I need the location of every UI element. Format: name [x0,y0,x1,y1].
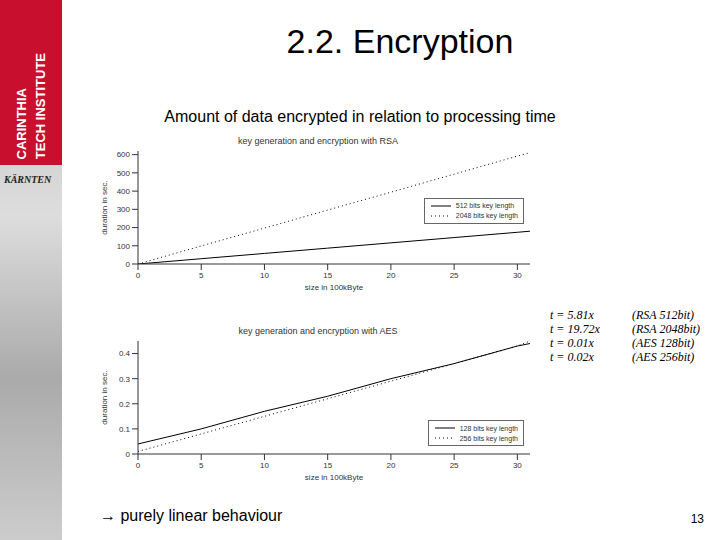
svg-text:600: 600 [117,150,131,159]
html-text:512 bits key length: 512 bits key length [455,202,515,209]
html-text:t = 5.81x: t = 5.81x [550,308,594,322]
svg-text:20: 20 [386,271,395,280]
svg-text:25: 25 [450,461,459,470]
html-text:(RSA 2048bit): (RSA 2048bit) [632,322,701,336]
svg-text:200: 200 [117,223,131,232]
html-text:t = 19.72x: t = 19.72x [550,322,600,336]
svg-text:duration in sec.: duration in sec. [100,180,109,234]
svg-text:size in 100kByte: size in 100kByte [305,473,364,482]
html-text:CARINTHIA: CARINTHIA [14,87,29,159]
svg-text:0.1: 0.1 [119,425,131,434]
svg-text:0: 0 [126,450,131,459]
html-text:13: 13 [690,512,704,526]
svg-text:10: 10 [260,461,269,470]
html-text:TECH INSTITUTE: TECH INSTITUTE [33,52,48,159]
svg-text:0.2: 0.2 [119,400,131,409]
svg-text:0: 0 [136,461,141,470]
svg-text:30: 30 [513,461,522,470]
html-text:Amount of data encrypted in re: Amount of data encrypted in relation to … [164,108,556,125]
svg-text:0.4: 0.4 [119,349,131,358]
html-text:t = 0.01x: t = 0.01x [550,336,594,350]
svg-text:0.3: 0.3 [119,375,131,384]
html-text:(RSA 512bit): (RSA 512bit) [632,308,695,322]
html-text:2048 bits key length: 2048 bits key length [455,212,518,219]
svg-text:5: 5 [199,461,204,470]
svg-text:10: 10 [260,271,269,280]
svg-text:400: 400 [117,187,131,196]
svg-text:5: 5 [199,271,204,280]
svg-text:20: 20 [386,461,395,470]
svg-text:300: 300 [117,205,131,214]
svg-text:size in 100kByte: size in 100kByte [305,283,364,292]
svg-text:duration in sec.: duration in sec. [100,370,109,424]
html-text:128 bits key length: 128 bits key length [459,424,518,432]
svg-text:15: 15 [323,461,332,470]
html-text:256 bits key length: 256 bits key length [459,434,518,442]
svg-text:25: 25 [450,271,459,280]
html-text:KÄRNTEN: KÄRNTEN [4,174,52,185]
html-text:t = 0.02x: t = 0.02x [550,350,594,364]
html-text:(AES 128bit): (AES 128bit) [632,336,695,350]
svg-text:30: 30 [513,271,522,280]
svg-text:500: 500 [117,169,131,178]
svg-text:15: 15 [323,271,332,280]
svg-text:0: 0 [136,271,141,280]
html-text:key generation and encryption: key generation and encryption with AES [238,326,398,336]
svg-text:100: 100 [117,242,131,251]
html-text:(AES 256bit): (AES 256bit) [632,350,695,364]
svg-text:0: 0 [126,260,131,269]
html-text:key generation and encryption: key generation and encryption with RSA [238,136,398,146]
html-text:2.2. Encryption: 2.2. Encryption [286,22,514,60]
html-text:→ purely linear behaviour: → purely linear behaviour [100,507,283,524]
